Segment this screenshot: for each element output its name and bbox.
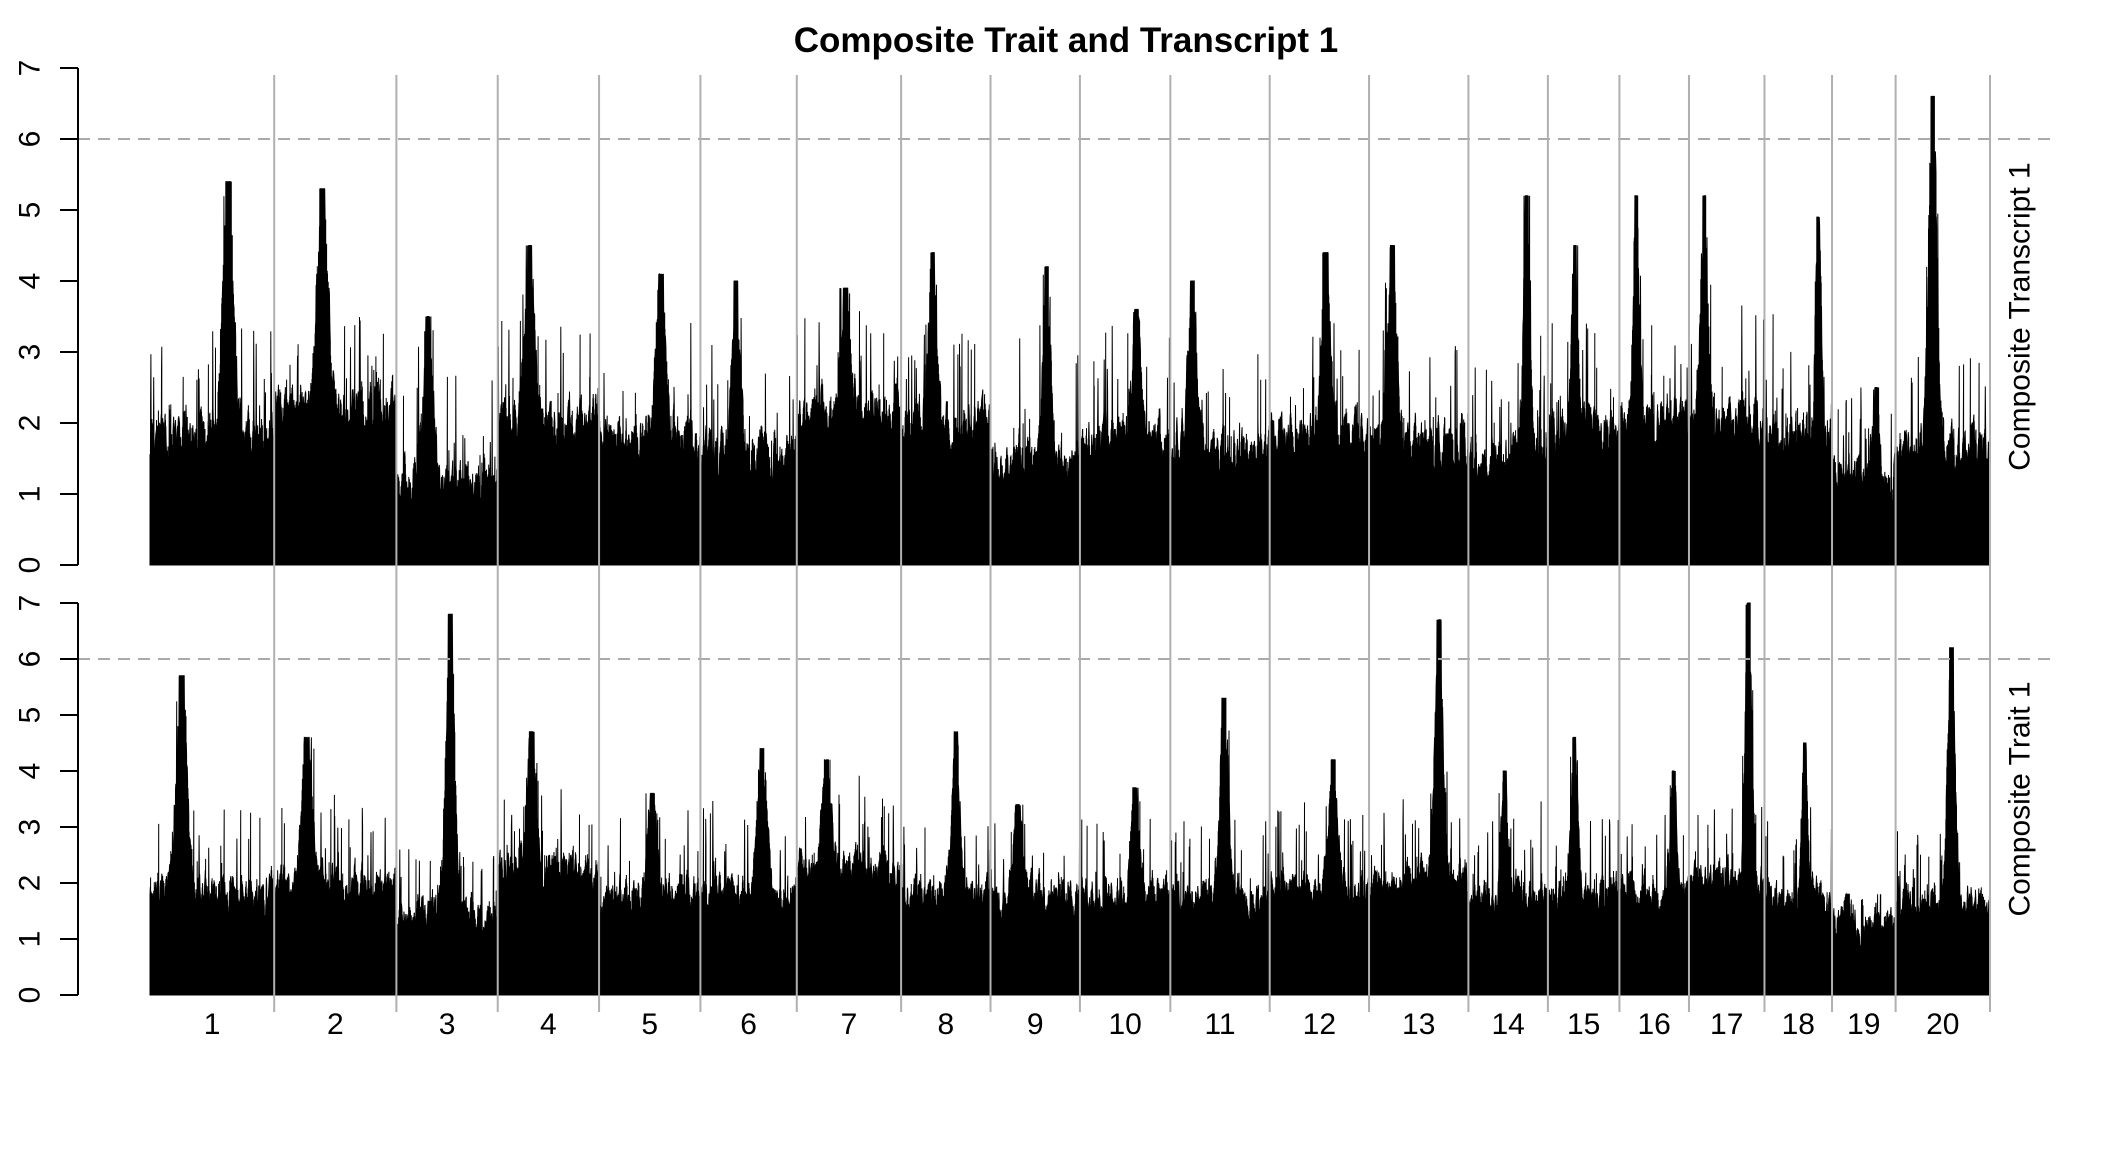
panel-trait: 0 1 2 3 4 5 6 7 Composite Trait 1 [14, 595, 2055, 1004]
x-tick-label: 7 [841, 1008, 858, 1041]
y-tick-label: 7 [14, 60, 47, 77]
x-tick-label: 5 [641, 1008, 658, 1041]
x-tick-label: 18 [1782, 1008, 1815, 1041]
x-tick-label: 17 [1710, 1008, 1743, 1041]
x-tick-label: 3 [439, 1008, 456, 1041]
y-tick-label: 1 [14, 486, 47, 503]
y-tick-label: 5 [14, 707, 47, 724]
x-axis: 1 2 3 4 5 6 7 8 9 10 11 12 13 14 15 16 17 18 19 20 [204, 1008, 1960, 1041]
lod-profile [149, 95, 1991, 566]
x-tick-label: 13 [1402, 1008, 1435, 1041]
x-tick-label: 14 [1491, 1008, 1524, 1041]
y-tick-label: 4 [14, 273, 47, 290]
y-tick-label: 7 [14, 595, 47, 612]
panel-label: Composite Transcript 1 [2004, 162, 2037, 470]
y-tick-label: 3 [14, 819, 47, 836]
x-tick-label: 9 [1027, 1008, 1044, 1041]
y-tick-label: 2 [14, 415, 47, 432]
y-tick-label: 2 [14, 875, 47, 892]
x-tick-label: 2 [327, 1008, 344, 1041]
x-tick-label: 10 [1108, 1008, 1141, 1041]
x-tick-label: 4 [540, 1008, 557, 1041]
panel-transcript: 0 1 2 3 4 5 6 7 Composite Transcript 1 [14, 60, 2055, 574]
y-tick-label: 1 [14, 931, 47, 948]
y-tick-label: 6 [14, 131, 47, 148]
x-tick-label: 20 [1926, 1008, 1959, 1041]
x-tick-label: 12 [1303, 1008, 1336, 1041]
x-tick-label: 6 [740, 1008, 757, 1041]
x-tick-label: 8 [937, 1008, 954, 1041]
chromosome-boundaries [273, 75, 1991, 1012]
panel-label: Composite Trait 1 [2004, 681, 2037, 916]
chart-title: Composite Trait and Transcript 1 [794, 21, 1339, 60]
y-tick-label: 6 [14, 651, 47, 668]
lod-profile [149, 602, 1991, 996]
y-tick-label: 4 [14, 763, 47, 780]
y-tick-label: 5 [14, 202, 47, 219]
x-tick-label: 11 [1204, 1008, 1235, 1041]
y-tick-label: 0 [14, 987, 47, 1004]
x-tick-label: 16 [1638, 1008, 1671, 1041]
x-tick-label: 1 [204, 1008, 221, 1041]
x-tick-label: 19 [1847, 1008, 1880, 1041]
y-tick-label: 3 [14, 344, 47, 361]
y-tick-label: 0 [14, 557, 47, 574]
x-tick-label: 15 [1567, 1008, 1600, 1041]
